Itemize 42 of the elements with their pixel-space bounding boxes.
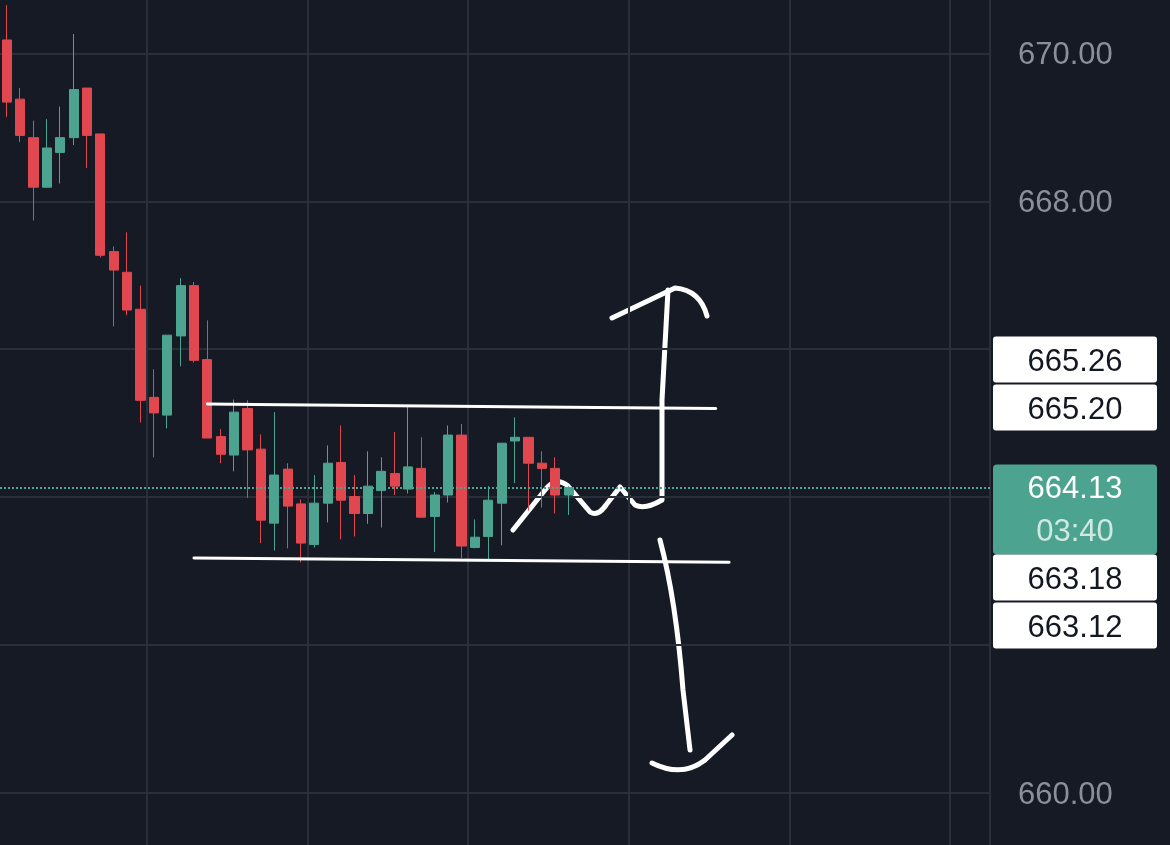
candlestick [2,4,12,118]
candlestick [349,474,360,537]
candlestick [336,424,346,540]
candlestick [149,368,159,458]
candlestick [416,436,426,518]
candlestick [296,498,306,563]
candlestick [523,436,534,512]
candlestick [216,428,226,464]
y-tick-label: 668.00 [1018,183,1113,219]
candlestick [390,431,400,496]
y-tick-label: 660.00 [1018,775,1113,811]
candlestick [82,87,92,169]
candlestick [122,231,132,316]
y-tick-label: 670.00 [1018,35,1113,71]
ref-line-label: 664.13 [1027,470,1123,506]
candlestick [95,133,105,258]
candlestick [176,277,186,367]
candlestick [135,285,146,423]
candlestick [256,433,266,544]
candlestick [42,118,52,189]
candlestick [109,245,119,327]
candlestick [15,87,25,143]
text: 663.12 [1027,609,1123,645]
candlestick [229,399,239,472]
candlestick [456,423,467,559]
candlestick [510,416,520,484]
text: 03:40 [1036,513,1114,549]
candlestick [537,450,547,509]
candlestick [430,491,440,553]
text: 665.20 [1027,390,1123,426]
candlestick [202,319,212,439]
text: 665.26 [1027,342,1123,378]
candlestick [55,106,65,184]
text: 663.18 [1027,561,1123,597]
candlestick [283,462,293,549]
candlestick [242,399,253,499]
candlestick [28,120,39,221]
candlestick [189,281,199,364]
candlestick [162,334,172,429]
candlestick [550,456,560,515]
candlestick [69,33,79,146]
candlestick [470,518,480,549]
